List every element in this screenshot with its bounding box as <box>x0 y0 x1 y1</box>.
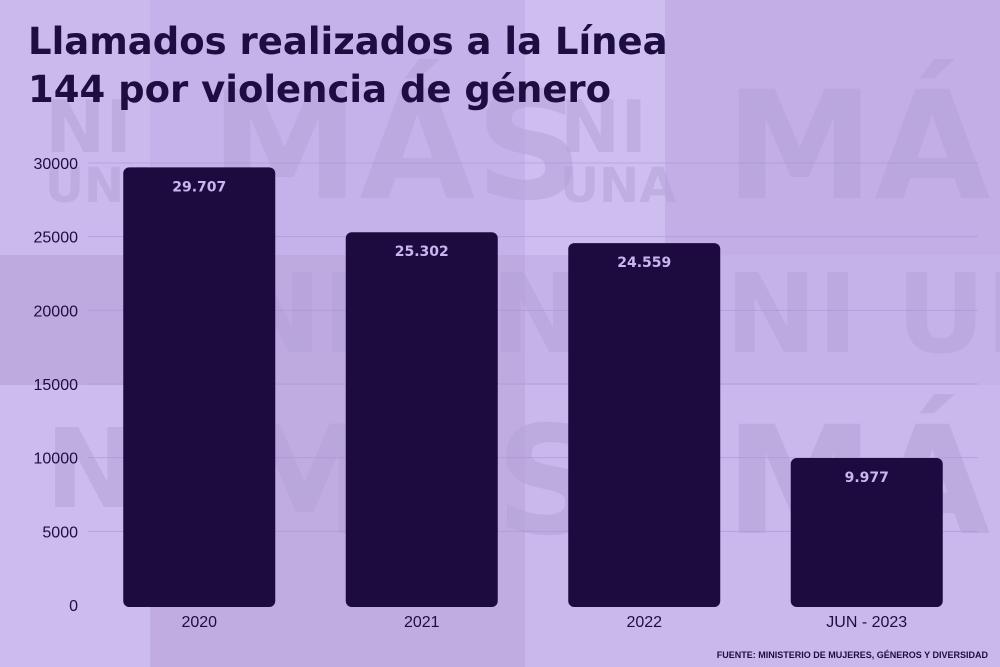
source-note: FUENTE: MINISTERIO DE MUJERES, GÉNEROS Y… <box>716 650 988 660</box>
data-label: 24.559 <box>617 255 671 271</box>
chart-title-line-1: Llamados realizados a la Línea <box>28 20 668 63</box>
x-tick-label: JUN - 2023 <box>826 614 907 631</box>
x-tick-label: 2021 <box>404 614 440 631</box>
bar-jun-2023 <box>790 458 943 607</box>
watermark-ni: NI <box>560 85 648 169</box>
y-tick-label: 15000 <box>34 377 79 394</box>
watermark-una: UNA <box>560 158 677 214</box>
bar-2022 <box>568 243 721 607</box>
y-tick-label: 10000 <box>34 451 79 468</box>
background-block <box>525 0 665 255</box>
chart-title: Llamados realizados a la Línea 144 por v… <box>28 18 668 114</box>
data-label: 29.707 <box>172 179 226 195</box>
x-tick-label: 2022 <box>626 614 662 631</box>
watermark-mas: MÁS <box>725 60 1000 234</box>
bar-2021 <box>345 232 498 607</box>
y-tick-label: 5000 <box>42 524 78 541</box>
y-tick-label: 25000 <box>34 230 79 247</box>
bar-2020 <box>123 167 276 607</box>
chart-title-line-2: 144 por violencia de género <box>28 68 612 111</box>
x-tick-label: 2020 <box>181 614 217 631</box>
background-block <box>665 0 1000 255</box>
data-label: 25.302 <box>395 244 449 260</box>
data-label: 9.977 <box>845 470 889 486</box>
y-tick-label: 0 <box>69 598 78 615</box>
watermark-ni: NI <box>45 85 133 169</box>
watermark-ni-una: NI UNA <box>725 250 1000 378</box>
y-tick-label: 20000 <box>34 303 79 320</box>
y-tick-label: 30000 <box>34 156 79 173</box>
